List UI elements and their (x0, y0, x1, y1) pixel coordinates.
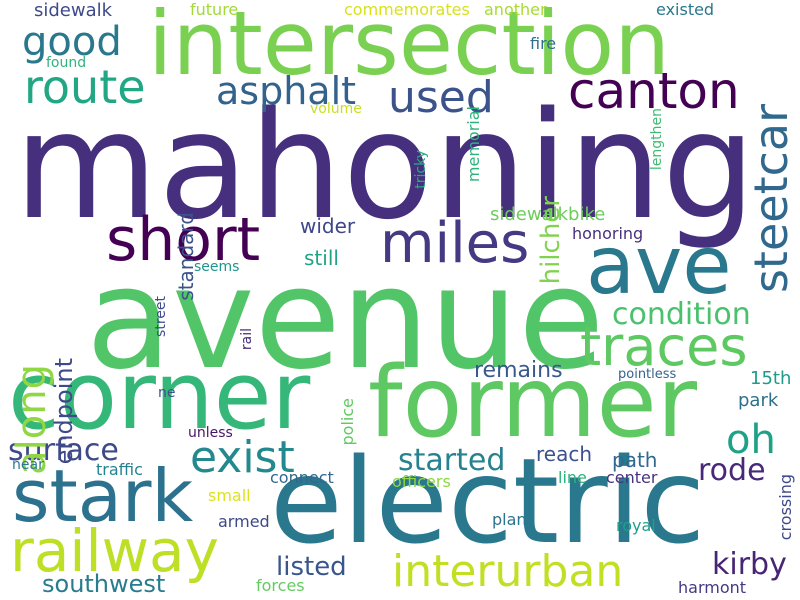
word-ne: ne (158, 385, 176, 401)
word-traces: traces (580, 315, 748, 378)
word-officers: officers (392, 472, 451, 491)
word-short: short (106, 205, 261, 275)
word-former: former (368, 346, 698, 460)
word-standard: standard (174, 212, 198, 301)
word-canton: canton (568, 62, 740, 120)
word-plan: plan (492, 510, 527, 529)
word-future: future (190, 0, 239, 19)
word-ave: ave (586, 219, 732, 312)
word-listed: listed (276, 552, 347, 582)
word-center: center (606, 468, 658, 487)
word-avenue: avenue (86, 238, 605, 401)
word-royal: royal (616, 516, 656, 535)
word-street: street (153, 296, 169, 337)
word-still: still (304, 246, 339, 270)
word-line: line (558, 468, 587, 487)
word-rode: rode (698, 453, 766, 488)
word-park: park (738, 390, 779, 411)
word-route: route (24, 60, 146, 114)
word-tricky: tricky (413, 150, 429, 189)
word-interurban: interurban (392, 546, 624, 597)
word-southwest: southwest (42, 570, 166, 598)
word-sidewalk: sidewalk (34, 0, 113, 21)
word-steetcar: steetcar (744, 104, 798, 294)
word-forces: forces (256, 576, 305, 595)
word-condition: condition (612, 297, 751, 332)
word-wider: wider (300, 214, 356, 238)
word-another: another (484, 0, 547, 19)
word-railway: railway (10, 517, 219, 585)
word-traffic: traffic (96, 460, 143, 479)
word-asphalt: asphalt (216, 69, 357, 113)
word-memorial: memorial (464, 106, 483, 183)
word-exist: exist (190, 432, 295, 483)
word-near: near (12, 457, 44, 473)
word-miles: miles (380, 211, 530, 276)
word-sidewalkbike: sidewalkbike (490, 204, 606, 225)
word-stark: stark (12, 454, 194, 538)
word-volume: volume (310, 101, 362, 117)
word-15th: 15th (750, 368, 792, 389)
word-honoring: honoring (572, 224, 644, 243)
word-reach: reach (536, 442, 593, 466)
word-seems: seems (194, 259, 240, 275)
word-started: started (398, 443, 506, 478)
word-used: used (388, 72, 494, 123)
word-electric: electric (270, 432, 706, 570)
word-kirby: kirby (712, 547, 787, 582)
word-endpoint: endpoint (50, 358, 78, 465)
word-harmont: harmont (678, 578, 747, 597)
word-commemorates: commemorates (344, 0, 470, 19)
word-found: found (46, 55, 87, 71)
word-intersection: intersection (148, 0, 670, 95)
word-existed: existed (656, 0, 715, 19)
word-oh: oh (726, 417, 776, 463)
word-fire: fire (530, 34, 557, 53)
word-mahoning: mahoning (14, 80, 756, 252)
word-path: path (612, 448, 658, 472)
word-small: small (208, 486, 251, 505)
word-lengthen: lengthen (649, 108, 665, 171)
word-corner: corner (8, 342, 311, 451)
word-rail: rail (239, 328, 255, 351)
word-connect: connect (270, 468, 334, 487)
word-unless: unless (188, 425, 233, 441)
word-crossing: crossing (776, 474, 795, 541)
word-remains: remains (474, 358, 563, 383)
word-police: police (338, 398, 357, 446)
word-surface: surface (8, 433, 119, 468)
word-good: good (22, 19, 122, 65)
word-armed: armed (218, 512, 270, 531)
word-pointless: pointless (618, 367, 677, 382)
